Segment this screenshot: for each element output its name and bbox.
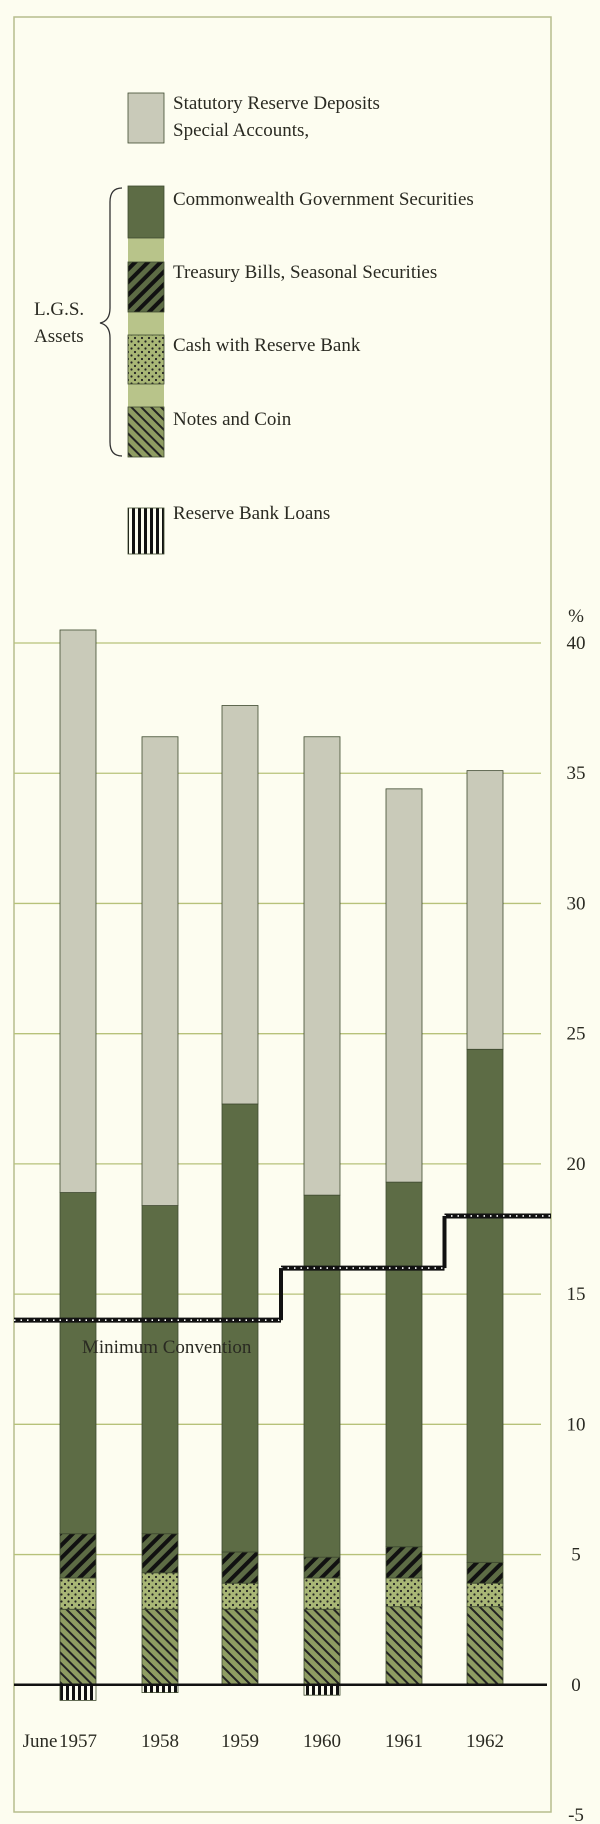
- bar-segment: [303, 736, 341, 1196]
- legend-swatch: [127, 185, 165, 239]
- bar-segment: [303, 1556, 341, 1579]
- bar-segment: [303, 1608, 341, 1686]
- x-tick-label: 1958: [141, 1731, 179, 1752]
- bar-segment: [385, 1546, 423, 1579]
- x-prefix: June: [23, 1731, 58, 1752]
- legend-label: Commonwealth Government Securities: [173, 189, 474, 210]
- bar-segment: [466, 1048, 504, 1563]
- y-tick-label: 40: [567, 633, 586, 654]
- bar-segment: [466, 770, 504, 1050]
- brace-label: L.G.S. Assets: [34, 299, 85, 347]
- bar-segment: [59, 1608, 97, 1686]
- bar-segment: [141, 1608, 179, 1686]
- bar-segment: [59, 629, 97, 1193]
- legend-spacer: [128, 384, 164, 407]
- bar-segment: [466, 1582, 504, 1608]
- bar-segment: [59, 1533, 97, 1579]
- legend-swatch: [127, 92, 165, 144]
- annotation: Minimum Convention: [82, 1337, 252, 1358]
- legend-label: Treasury Bills, Seasonal Securities: [173, 262, 438, 283]
- x-tick-label: 1960: [303, 1731, 341, 1752]
- x-tick-label: 1962: [466, 1731, 504, 1752]
- legend-label: Statutory Reserve Deposits Special Accou…: [173, 93, 380, 141]
- legend-spacer: [128, 238, 164, 262]
- y-tick-label: 15: [567, 1284, 586, 1305]
- bar-segment: [303, 1194, 341, 1558]
- legend-spacer: [128, 312, 164, 335]
- y-tick-label: -5: [568, 1805, 584, 1824]
- y-tick-label: 0: [571, 1675, 581, 1696]
- legend-swatch: [127, 261, 165, 313]
- bar-segment: [303, 1577, 341, 1610]
- bar-segment: [141, 1205, 179, 1535]
- bar-segment: [221, 1103, 259, 1553]
- bar-segment: [385, 1577, 423, 1608]
- legend-label: Reserve Bank Loans: [173, 503, 331, 524]
- y-tick-label: 30: [567, 893, 586, 914]
- bar-segment: [141, 1533, 179, 1574]
- bar-segment: [221, 1582, 259, 1610]
- bar-segment: [59, 1684, 97, 1701]
- y-tick-label: 20: [567, 1154, 586, 1175]
- bar-segment: [466, 1561, 504, 1584]
- bar-segment: [59, 1577, 97, 1610]
- y-tick-label: 25: [567, 1024, 586, 1045]
- frame: [13, 16, 552, 1813]
- legend-swatch: [127, 334, 165, 385]
- bar-segment: [385, 1181, 423, 1548]
- bar-segment: [221, 1551, 259, 1584]
- x-tick-label: 1961: [385, 1731, 423, 1752]
- legend-label: Cash with Reserve Bank: [173, 335, 361, 356]
- y-tick-label: 35: [567, 763, 586, 784]
- legend-swatch: [127, 406, 165, 458]
- bar-segment: [385, 1606, 423, 1686]
- bar-segment: [466, 1606, 504, 1686]
- brace: [99, 187, 123, 457]
- x-tick-label: 1957: [59, 1731, 97, 1752]
- y-unit: %: [568, 606, 584, 627]
- y-tick-label: 10: [567, 1414, 586, 1435]
- legend-label: Notes and Coin: [173, 409, 292, 430]
- bar-segment: [141, 736, 179, 1206]
- bar-segment: [303, 1684, 341, 1696]
- bar-segment: [59, 1192, 97, 1535]
- bar-segment: [385, 788, 423, 1183]
- y-tick-label: 5: [571, 1545, 581, 1566]
- x-tick-label: 1959: [221, 1731, 259, 1752]
- legend-swatch: [127, 507, 165, 555]
- bar-segment: [221, 705, 259, 1105]
- bar-segment: [221, 1608, 259, 1686]
- bar-segment: [141, 1572, 179, 1610]
